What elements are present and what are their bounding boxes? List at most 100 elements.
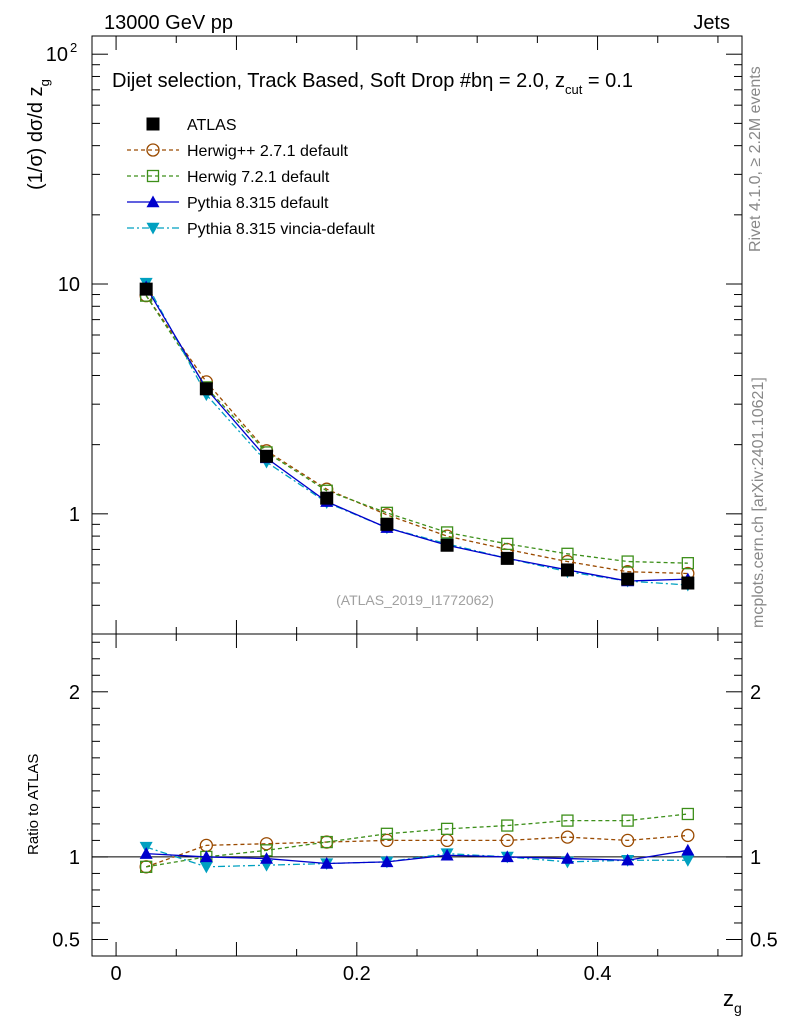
ratio-point-herwig-2-7-1-default (620, 833, 635, 848)
plot-title-cut-value: = 0.1 (582, 70, 633, 92)
data-point-atlas (560, 563, 574, 577)
analysis-watermark: (ATLAS_2019_I1772062) (336, 592, 494, 608)
y-ratio-tick-label-right: 0.5 (750, 929, 778, 951)
ratio-point-herwig-7-2-1-default (561, 814, 574, 827)
legend-marker (146, 143, 160, 157)
series-line-herwig-7-2-1-default (145, 295, 688, 564)
y-ratio-tick-label-right: 2 (750, 682, 761, 704)
ratio-series-layer (139, 807, 695, 874)
ratio-line-herwig-7-2-1-default (146, 813, 688, 868)
plot-title-main: Dijet selection, Track Based, Soft Drop … (112, 70, 482, 92)
y-main-tick-label: 10 (46, 44, 68, 66)
ratio-line-herwig-2-7-1-default (145, 834, 688, 868)
x-tick-label: 0.2 (343, 963, 371, 985)
ratio-panel-frame (91, 633, 743, 957)
data-point-atlas (199, 382, 213, 396)
ratio-series-pythia-8-315-default (139, 843, 695, 869)
data-point-atlas (320, 491, 334, 505)
data-point-herwig-7-2-1-default (440, 526, 454, 539)
ratio-line-pythia-8-315-default (146, 849, 688, 865)
data-point-herwig-7-2-1-default (681, 557, 694, 570)
y-axis-label-main-text: (1/σ) dσ/d z (25, 86, 47, 190)
main-series-layer (139, 277, 695, 592)
ratio-point-pythia-8-315-default (380, 855, 394, 868)
legend-marker (146, 222, 160, 235)
ratio-point-pythia-8-315-default (560, 852, 574, 864)
ratio-point-herwig-7-2-1-default (320, 835, 333, 849)
legend-label: Herwig++ 2.7.1 default (187, 143, 349, 160)
series-line-herwig-2-7-1-default (145, 295, 688, 575)
x-tick-label: 0.4 (584, 963, 612, 985)
ratio-point-herwig-2-7-1-default (560, 830, 575, 844)
ratio-point-pythia-8-315-default (139, 847, 153, 859)
ratio-point-pythia-8-315-default (320, 857, 334, 869)
data-point-atlas (440, 538, 454, 552)
ratio-point-pythia-8-315-vincia-default (199, 861, 213, 874)
series-line-pythia-8-315-default (145, 286, 688, 582)
legend-marker (146, 117, 160, 131)
data-point-atlas (139, 282, 153, 296)
legend: ATLAS Herwig++ 2.7.1 default Herwig 7.2.1 … (127, 117, 375, 238)
y-ratio-tick-label-left: 2 (69, 682, 80, 704)
y-main-tick-label: 1 (69, 504, 80, 526)
y-axis-label-ratio: Ratio to ATLAS (25, 754, 42, 855)
legend-label: Pythia 8.315 vincia-default (187, 221, 375, 238)
data-point-atlas (621, 572, 635, 586)
series-herwig-7-2-1-default (140, 289, 694, 570)
ratio-point-herwig-7-2-1-default (380, 827, 394, 840)
data-point-atlas (681, 576, 695, 590)
ratio-point-pythia-8-315-default (260, 852, 274, 864)
legend-item-herwig-7-2-1-default: Herwig 7.2.1 default (127, 169, 330, 186)
series-pythia-8-315-default (139, 280, 695, 587)
ratio-point-pythia-8-315-default (681, 843, 695, 856)
ratio-point-herwig-2-7-1-default (681, 828, 695, 843)
series-atlas (139, 282, 695, 590)
plot-title-eta: η = 2.0, z (482, 70, 565, 92)
ratio-point-herwig-7-2-1-default (440, 822, 454, 836)
y-ratio-tick-label-left: 1 (69, 847, 80, 869)
data-point-atlas (260, 449, 274, 463)
legend-item-herwig-2-7-1-default: Herwig++ 2.7.1 default (127, 143, 349, 160)
y-main-tick-label: 10 (58, 274, 80, 296)
ratio-line-pythia-8-315-vincia-default (145, 846, 688, 868)
ratio-point-herwig-7-2-1-default (681, 807, 694, 821)
data-point-herwig-7-2-1-default (501, 537, 514, 551)
x-axis-label-subscript: g (734, 1000, 742, 1016)
y-axis-label-main-subscript: g (37, 79, 52, 86)
axis-ticks (92, 36, 742, 956)
legend-marker (146, 195, 160, 208)
header-energy-label: 13000 GeV pp (104, 12, 233, 34)
ratio-point-pythia-8-315-vincia-default (681, 855, 695, 867)
x-axis-label: zg (723, 986, 742, 1016)
legend-item-atlas: ATLAS (146, 117, 237, 134)
legend-item-pythia-8-315-default: Pythia 8.315 default (127, 195, 329, 212)
legend-item-pythia-8-315-vincia-default: Pythia 8.315 vincia-default (127, 221, 375, 238)
ratio-point-herwig-7-2-1-default (621, 814, 634, 827)
ratio-point-herwig-7-2-1-default (140, 860, 153, 873)
ratio-point-herwig-7-2-1-default (501, 819, 514, 832)
ratio-point-pythia-8-315-default (440, 848, 454, 861)
ratio-point-pythia-8-315-default (621, 853, 635, 866)
mcplots-label: mcplots.cern.ch [arXiv:2401.10621] (750, 377, 767, 628)
plot-title-cut-subscript: cut (565, 82, 583, 97)
ratio-point-herwig-2-7-1-default (380, 833, 394, 848)
rivet-version-label: Rivet 4.1.0, ≥ 2.2M events (747, 66, 764, 252)
plot-title: Dijet selection, Track Based, Soft Drop … (112, 70, 633, 97)
y-ratio-tick-label-right: 1 (750, 847, 761, 869)
legend-label: Pythia 8.315 default (187, 195, 329, 212)
y-main-tick-exponent: 2 (70, 40, 77, 55)
series-pythia-8-315-vincia-default (139, 277, 695, 592)
y-ratio-tick-label-left: 0.5 (52, 929, 80, 951)
legend-label: Herwig 7.2.1 default (187, 169, 330, 186)
x-axis-label-main: z (723, 986, 734, 1011)
ratio-point-herwig-2-7-1-default (500, 833, 514, 848)
header-process-label: Jets (693, 12, 730, 34)
data-point-atlas (380, 517, 394, 531)
data-point-herwig-7-2-1-default (621, 555, 634, 568)
data-point-herwig-7-2-1-default (561, 547, 574, 560)
ratio-point-pythia-8-315-default (500, 850, 514, 863)
legend-label: ATLAS (187, 117, 237, 134)
data-point-atlas (500, 551, 514, 565)
